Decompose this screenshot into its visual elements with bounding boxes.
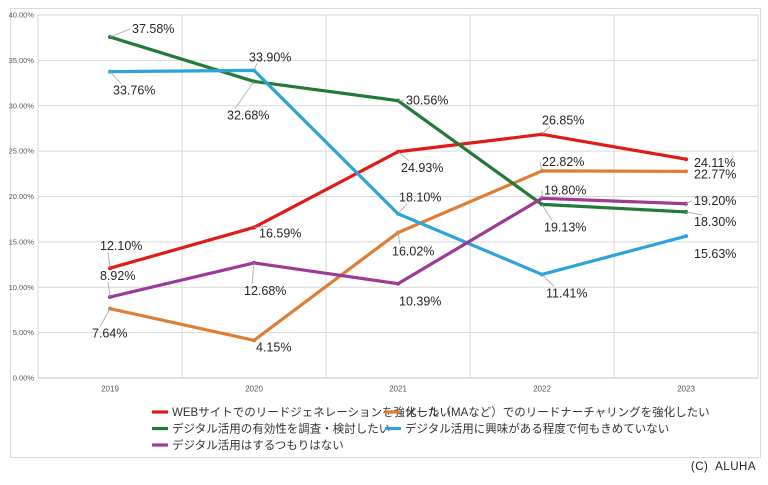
y-axis-tick-label: 25.00% bbox=[9, 147, 35, 156]
data-label-leader-line bbox=[541, 274, 555, 287]
data-label-leader-line bbox=[234, 81, 255, 109]
y-axis-tick-label: 15.00% bbox=[9, 237, 35, 246]
data-label: 24.93% bbox=[401, 161, 443, 175]
data-label: 19.13% bbox=[544, 220, 586, 234]
data-label-leader-line bbox=[397, 232, 401, 245]
y-axis-tick-label: 30.00% bbox=[9, 101, 35, 110]
y-axis-tick-label: 40.00% bbox=[9, 11, 35, 20]
data-label: 24.11% bbox=[694, 156, 735, 170]
series-3-data-point bbox=[684, 234, 688, 239]
y-axis-tick-label: 10.00% bbox=[9, 283, 35, 292]
series-1-data-point bbox=[684, 169, 688, 174]
data-label: 22.82% bbox=[542, 155, 584, 169]
series-0-data-point bbox=[684, 157, 688, 162]
data-label-leader-line bbox=[99, 308, 111, 327]
data-label: 12.10% bbox=[100, 239, 142, 253]
data-label-leader-line bbox=[253, 63, 258, 71]
data-label: 32.68% bbox=[227, 108, 269, 122]
data-label: 16.02% bbox=[392, 245, 434, 259]
x-axis-tick-label: 2022 bbox=[533, 385, 551, 394]
x-axis-tick-label: 2021 bbox=[389, 385, 407, 394]
data-label: 18.10% bbox=[399, 191, 441, 205]
data-label-leader-line bbox=[107, 281, 111, 298]
data-label-leader-line bbox=[539, 161, 543, 171]
data-label-leader-line bbox=[397, 203, 408, 215]
data-label: 15.63% bbox=[694, 247, 736, 261]
series-1-data-point bbox=[252, 338, 256, 343]
legend-label: デジタル活用はするつもりはない bbox=[172, 438, 344, 452]
legend-label: WEBサイトでのリードジェネレーションを強化したい bbox=[172, 405, 451, 419]
y-axis-tick-label: 20.00% bbox=[9, 192, 35, 201]
data-label: 7.64% bbox=[92, 327, 127, 341]
data-label: 4.15% bbox=[256, 340, 291, 354]
data-label-leader-line bbox=[109, 28, 131, 38]
data-label-leader-line bbox=[251, 262, 255, 284]
data-label-leader-line bbox=[541, 126, 551, 135]
data-label-leader-line bbox=[109, 71, 122, 84]
legend-label: メール（MAなど）でのリードナーチャリングを強化したい bbox=[405, 405, 710, 419]
data-label: 16.59% bbox=[259, 226, 301, 240]
data-label: 12.68% bbox=[244, 284, 286, 298]
data-label-leader-line bbox=[685, 200, 693, 205]
data-label: 19.20% bbox=[694, 194, 736, 208]
data-label: 19.80% bbox=[544, 183, 586, 197]
chart-frame bbox=[10, 8, 761, 458]
data-label-leader-line bbox=[541, 204, 553, 221]
data-label: 30.56% bbox=[406, 94, 448, 108]
x-axis-tick-label: 2023 bbox=[677, 385, 695, 394]
legend-label: デジタル活用に興味がある程度で何もきめていない bbox=[405, 422, 669, 436]
data-label: 33.90% bbox=[249, 50, 291, 64]
x-axis-tick-label: 2020 bbox=[245, 385, 263, 394]
data-label: 33.76% bbox=[113, 84, 155, 98]
y-axis-tick-label: 35.00% bbox=[9, 56, 35, 65]
data-label-leader-line bbox=[107, 252, 111, 269]
data-label: 8.92% bbox=[100, 269, 135, 283]
data-label: 22.77% bbox=[694, 167, 736, 181]
data-label: 18.30% bbox=[694, 215, 736, 229]
y-axis-tick-label: 0.00% bbox=[13, 374, 35, 383]
data-label: 37.58% bbox=[132, 22, 174, 36]
data-label-leader-line bbox=[397, 151, 410, 162]
series-4-data-point bbox=[396, 281, 400, 286]
data-label-leader-line bbox=[685, 211, 703, 216]
x-axis-tick-label: 2019 bbox=[101, 385, 119, 394]
legend-label: デジタル活用の有効性を調査・検討したい bbox=[172, 422, 390, 436]
data-label: 26.85% bbox=[542, 113, 584, 127]
copyright-text: (C) ALUHA bbox=[690, 461, 756, 473]
data-label-leader-line bbox=[253, 226, 268, 228]
data-label: 11.41% bbox=[546, 286, 587, 300]
data-label: 10.39% bbox=[399, 295, 441, 309]
y-axis-tick-label: 5.00% bbox=[13, 328, 35, 337]
